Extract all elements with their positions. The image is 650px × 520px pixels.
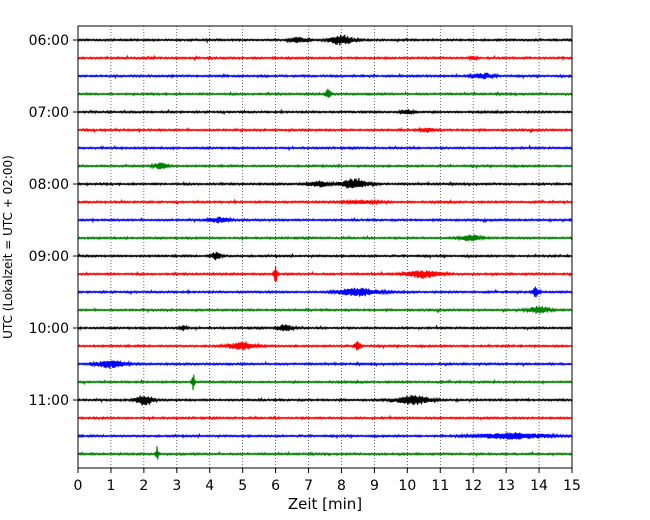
x-tick-label: 11 (431, 478, 449, 494)
x-tick-label: 10 (398, 478, 416, 494)
x-axis: 0 1 2 3 4 5 6 7 8 9 10 11 12 13 14 15 (74, 468, 581, 494)
x-tick-label: 5 (238, 478, 247, 494)
y-tick-label: 11:00 (29, 393, 69, 409)
seismogram-trace (77, 144, 573, 152)
seismogram-trace (77, 198, 573, 206)
plot-area (78, 26, 572, 468)
x-tick-label: 6 (271, 478, 280, 494)
x-tick-label: 15 (563, 478, 581, 494)
seismogram-trace (77, 432, 573, 440)
seismogram-trace (77, 265, 573, 282)
seismogram-trace (77, 414, 573, 422)
seismogram-trace (77, 162, 573, 170)
y-tick-label: 10:00 (29, 321, 69, 337)
x-tick-label: 9 (370, 478, 379, 494)
seismogram-trace (77, 446, 573, 460)
y-axis-label: UTC (Lokalzeit = UTC + 02:00) (1, 155, 15, 339)
seismogram-trace (77, 216, 573, 224)
seismogram-trace (77, 108, 573, 116)
y-tick-label: 09:00 (29, 249, 69, 265)
seismogram-trace (77, 394, 573, 406)
y-tick-label: 06:00 (29, 33, 69, 49)
x-axis-label: Zeit [min] (288, 495, 362, 513)
x-tick-label: 7 (304, 478, 313, 494)
seismogram-trace (77, 341, 573, 351)
seismogram-trace (77, 72, 573, 80)
seismogram-trace (77, 234, 573, 242)
seismogram-trace (77, 34, 573, 46)
seismogram-trace (77, 251, 573, 261)
seismogram-trace (77, 286, 573, 298)
x-tick-label: 1 (106, 478, 115, 494)
plot-frame (77, 25, 573, 469)
x-tick-label: 2 (139, 478, 148, 494)
seismogram-trace (77, 374, 573, 391)
seismogram-trace (77, 324, 573, 332)
seismogram-trace (77, 305, 573, 314)
x-tick-label: 3 (172, 478, 181, 494)
seismogram-trace (77, 88, 573, 98)
y-tick-label: 07:00 (29, 105, 69, 121)
seismogram-trace (77, 54, 573, 62)
y-axis: 06:00 07:00 08:00 09:00 10:00 11:00 (29, 33, 78, 409)
x-tick-label: 8 (337, 478, 346, 494)
seismogram-trace (77, 360, 573, 369)
x-tick-label: 4 (205, 478, 214, 494)
seismogram-trace (77, 178, 573, 189)
x-tick-label: 12 (464, 478, 482, 494)
x-tick-label: 0 (74, 478, 83, 494)
x-tick-label: 13 (497, 478, 515, 494)
y-tick-label: 08:00 (29, 177, 69, 193)
x-tick-label: 14 (530, 478, 548, 494)
trace-group (77, 34, 573, 460)
seismogram-trace (77, 126, 573, 134)
